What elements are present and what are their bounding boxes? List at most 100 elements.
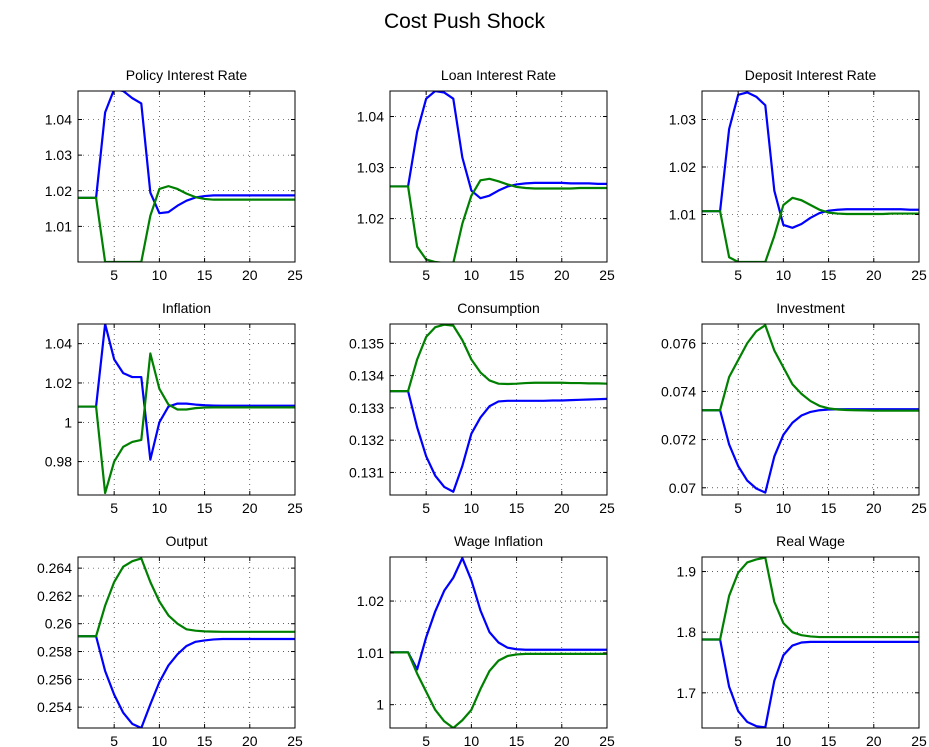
series-line: [390, 651, 607, 728]
subplot: 5 10 15 20 25 1 1.01 1.02 Wage Inflation: [357, 533, 615, 747]
axes-box: [701, 323, 920, 496]
y-tick-label: 0.131: [349, 464, 384, 480]
x-tick-label: 25: [911, 500, 927, 516]
x-tick-label: 5: [734, 500, 742, 516]
subplot: 5 10 15 20 25 1.7 1.8 1.9 Real Wage: [677, 533, 927, 747]
x-tick-label: 10: [464, 733, 480, 747]
x-tick-label: 15: [821, 500, 837, 516]
series-line: [390, 91, 607, 200]
axes-box: [389, 90, 608, 263]
y-tick-label: 0.254: [37, 699, 72, 715]
series-line: [702, 324, 919, 412]
x-tick-label: 25: [287, 500, 303, 516]
series-line: [702, 557, 919, 641]
subplot: 5 10 15 20 25 0.98 1 1.02 1.04 Inflation: [45, 300, 303, 516]
y-tick-label: 0.256: [37, 671, 72, 687]
y-tick-label: 1.02: [669, 159, 696, 175]
subplot-title: Consumption: [457, 300, 540, 316]
y-tick-label: 1.02: [357, 211, 384, 227]
x-tick-label: 5: [110, 500, 118, 516]
y-tick-label: 0.264: [37, 560, 72, 576]
x-tick-label: 20: [554, 267, 570, 283]
figure-title: Cost Push Shock: [383, 10, 546, 33]
x-tick-label: 20: [554, 500, 570, 516]
series-line: [78, 185, 295, 262]
series-line: [78, 352, 295, 495]
y-tick-label: 1.01: [357, 645, 384, 661]
y-tick-label: 1.04: [45, 336, 72, 352]
x-tick-label: 5: [422, 267, 430, 283]
subplot-title: Investment: [776, 300, 845, 316]
y-tick-label: 0.134: [349, 368, 384, 384]
x-tick-label: 10: [152, 733, 168, 747]
x-tick-label: 15: [509, 267, 525, 283]
series-line: [702, 91, 919, 229]
subplot: 5 10 15 20 25 1.02 1.03 1.04 Loan Interest Rate: [357, 67, 615, 283]
y-tick-label: 0.98: [45, 454, 72, 470]
y-tick-label: 1.7: [677, 685, 697, 701]
y-tick-label: 1.04: [45, 112, 72, 128]
series-line: [702, 408, 919, 494]
y-tick-label: 1.03: [357, 160, 384, 176]
subplot-title: Output: [165, 533, 207, 549]
x-tick-label: 20: [866, 500, 882, 516]
x-tick-label: 15: [509, 733, 525, 747]
subplot: 5 10 15 20 25 0.254 0.256 0.258 0.26 0.262 0.264 Ou…: [37, 533, 303, 747]
y-tick-label: 0.258: [37, 644, 72, 660]
y-tick-label: 1.02: [45, 375, 72, 391]
series-line: [702, 638, 919, 728]
axes-box: [77, 556, 296, 729]
y-tick-label: 0.132: [349, 432, 384, 448]
subplot: 5 10 15 20 25 1.01 1.02 1.03 1.04 Policy Interest…: [45, 67, 303, 283]
y-tick-label: 1.02: [45, 183, 72, 199]
series-line: [390, 390, 607, 493]
y-tick-label: 0.072: [661, 432, 696, 448]
y-tick-label: 1.02: [357, 593, 384, 609]
y-tick-label: 1.04: [357, 109, 384, 125]
subplot-title: Loan Interest Rate: [441, 67, 556, 83]
x-tick-label: 15: [197, 267, 213, 283]
x-tick-label: 15: [509, 500, 525, 516]
subplot-title: Policy Interest Rate: [126, 67, 248, 83]
x-tick-label: 25: [599, 267, 615, 283]
series-line: [702, 196, 919, 262]
subplot-title: Real Wage: [776, 533, 845, 549]
y-tick-label: 1: [64, 414, 72, 430]
y-tick-label: 0.262: [37, 588, 72, 604]
axes-box: [701, 90, 920, 263]
series-line: [78, 324, 295, 461]
subplot: 5 10 15 20 25 1.01 1.02 1.03 Deposit Interest Ra…: [669, 67, 927, 283]
x-tick-label: 20: [866, 733, 882, 747]
x-tick-label: 15: [197, 500, 213, 516]
y-tick-label: 1.8: [677, 624, 697, 640]
axes-box: [77, 90, 296, 263]
y-tick-label: 0.076: [661, 335, 696, 351]
y-tick-label: 1: [376, 697, 384, 713]
x-tick-label: 25: [599, 733, 615, 747]
x-tick-label: 20: [554, 733, 570, 747]
x-tick-label: 20: [866, 267, 882, 283]
series-line: [390, 324, 607, 393]
x-tick-label: 20: [242, 500, 258, 516]
y-tick-label: 0.135: [349, 335, 384, 351]
subplot-title: Inflation: [162, 300, 211, 316]
x-tick-label: 10: [776, 500, 792, 516]
series-line: [390, 557, 607, 671]
x-tick-label: 25: [287, 267, 303, 283]
series-line: [78, 635, 295, 728]
x-tick-label: 15: [821, 267, 837, 283]
x-tick-label: 10: [464, 267, 480, 283]
x-tick-label: 5: [734, 267, 742, 283]
subplot-title: Deposit Interest Rate: [745, 67, 877, 83]
y-tick-label: 0.133: [349, 400, 384, 416]
y-tick-label: 0.26: [45, 616, 72, 632]
y-tick-label: 1.03: [669, 112, 696, 128]
x-tick-label: 5: [422, 500, 430, 516]
y-tick-label: 1.03: [45, 147, 72, 163]
x-tick-label: 5: [422, 733, 430, 747]
y-tick-label: 1.9: [677, 564, 697, 580]
x-tick-label: 10: [776, 733, 792, 747]
x-tick-label: 15: [821, 733, 837, 747]
y-tick-label: 0.07: [669, 480, 696, 496]
